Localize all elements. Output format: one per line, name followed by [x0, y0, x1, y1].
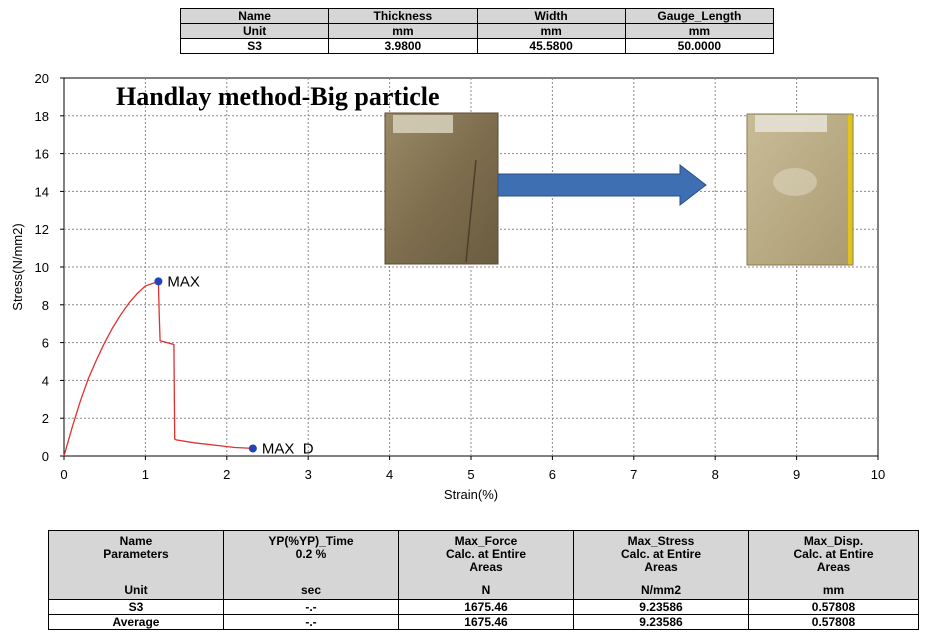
right-arrow-icon	[497, 163, 707, 207]
specimen-spec-table: Name Thickness Width Gauge_Length Unit m…	[179, 8, 775, 54]
spec-unit-label: Unit	[179, 23, 330, 39]
results-header-max-force: Max_Force Calc. at Entire Areas N	[398, 530, 574, 600]
header-name-label: Name	[119, 534, 153, 548]
spec-value-name: S3	[179, 38, 330, 54]
header-yp-unit: sec	[300, 583, 322, 597]
x-tick-label: 9	[793, 467, 800, 482]
y-tick-label: 2	[42, 411, 49, 426]
row-stress: 9.23586	[573, 599, 749, 615]
spec-value-row: S3 3.9800 45.5800 50.0000	[179, 38, 775, 54]
marker-point	[154, 277, 163, 286]
x-tick-label: 5	[467, 467, 474, 482]
y-tick-label: 14	[35, 184, 49, 199]
header-stress-calc: Calc. at Entire	[620, 547, 702, 561]
header-yp-label: YP(%YP)_Time	[268, 534, 354, 548]
header-disp-calc: Calc. at Entire	[793, 547, 874, 561]
x-tick-label: 3	[305, 467, 312, 482]
header-yp-param: 0.2 %	[295, 547, 327, 561]
marker-point	[248, 444, 257, 453]
spec-unit-gauge-length: mm	[624, 23, 775, 39]
row-yp: -.-	[223, 614, 399, 630]
row-name: S3	[48, 599, 224, 615]
y-tick-label: 16	[35, 147, 49, 162]
y-tick-label: 18	[35, 109, 49, 124]
header-disp-areas: Areas	[816, 560, 851, 574]
spec-header-name: Name	[179, 8, 330, 24]
specimen-photo-before	[384, 112, 499, 265]
spec-unit-width: mm	[476, 23, 626, 39]
y-tick-label: 4	[42, 373, 49, 388]
row-stress: 9.23586	[573, 614, 749, 630]
spec-value-width: 45.5800	[476, 38, 626, 54]
row-force: 1675.46	[398, 599, 574, 615]
spec-header-row: Name Thickness Width Gauge_Length	[179, 8, 775, 24]
x-tick-label: 1	[142, 467, 149, 482]
row-yp: -.-	[223, 599, 399, 615]
x-tick-label: 6	[549, 467, 556, 482]
curve-markers: MAX MAX_D	[154, 273, 314, 457]
spec-unit-thickness: mm	[328, 23, 478, 39]
header-stress-unit: N/mm2	[640, 583, 681, 597]
y-tick-label: 10	[35, 260, 49, 275]
specimen-photo-after	[746, 113, 854, 266]
row-disp: 0.57808	[748, 599, 919, 615]
chart-title: Handlay method-Big particle	[116, 82, 440, 111]
header-stress-areas: Areas	[644, 560, 678, 574]
header-parameters-label: Parameters	[103, 547, 169, 561]
row-disp: 0.57808	[748, 614, 919, 630]
results-header-name: Name Parameters Unit	[48, 530, 224, 600]
x-tick-label: 7	[630, 467, 637, 482]
header-force-areas: Areas	[469, 560, 503, 574]
y-tick-label: 0	[42, 449, 49, 464]
spec-header-width: Width	[476, 8, 626, 24]
spec-unit-row: Unit mm mm mm	[179, 23, 775, 39]
y-axis-title: Stress(N/mm2)	[10, 223, 25, 310]
header-force-label: Max_Force	[454, 534, 518, 548]
results-header-max-stress: Max_Stress Calc. at Entire Areas N/mm2	[573, 530, 749, 600]
header-force-calc: Calc. at Entire	[445, 547, 527, 561]
header-disp-label: Max_Disp.	[803, 534, 864, 548]
x-tick-label: 0	[60, 467, 67, 482]
x-tick-label: 8	[712, 467, 719, 482]
spec-header-thickness: Thickness	[328, 8, 478, 24]
results-table: Name Parameters Unit YP(%YP)_Time 0.2 % …	[48, 530, 919, 630]
y-tick-label: 6	[42, 336, 49, 351]
y-tick-label: 20	[35, 71, 49, 86]
x-tick-label: 2	[223, 467, 230, 482]
spec-header-gauge-length: Gauge_Length	[624, 8, 775, 24]
stress-strain-curve	[63, 280, 253, 457]
row-force: 1675.46	[398, 614, 574, 630]
grid-lines	[64, 78, 878, 456]
marker-label: MAX_D	[262, 440, 314, 457]
header-stress-label: Max_Stress	[627, 534, 695, 548]
header-force-unit: N	[481, 583, 491, 597]
results-header-yp-time: YP(%YP)_Time 0.2 % sec	[223, 530, 399, 600]
x-tick-label: 4	[386, 467, 393, 482]
spec-value-gauge-length: 50.0000	[624, 38, 775, 54]
y-tick-label: 12	[35, 222, 49, 237]
results-header-max-disp: Max_Disp. Calc. at Entire Areas mm	[748, 530, 919, 600]
x-axis-title: Strain(%)	[444, 487, 498, 502]
spec-value-thickness: 3.9800	[328, 38, 478, 54]
table-row: Average -.- 1675.46 9.23586 0.57808	[48, 614, 919, 630]
header-unit-label: Unit	[124, 583, 148, 597]
row-name: Average	[48, 614, 224, 630]
marker-label: MAX	[167, 273, 200, 290]
header-disp-unit: mm	[822, 583, 845, 597]
results-header-row: Name Parameters Unit YP(%YP)_Time 0.2 % …	[48, 530, 919, 600]
x-tick-label: 10	[871, 467, 885, 482]
y-tick-label: 8	[42, 298, 49, 313]
table-row: S3 -.- 1675.46 9.23586 0.57808	[48, 599, 919, 615]
